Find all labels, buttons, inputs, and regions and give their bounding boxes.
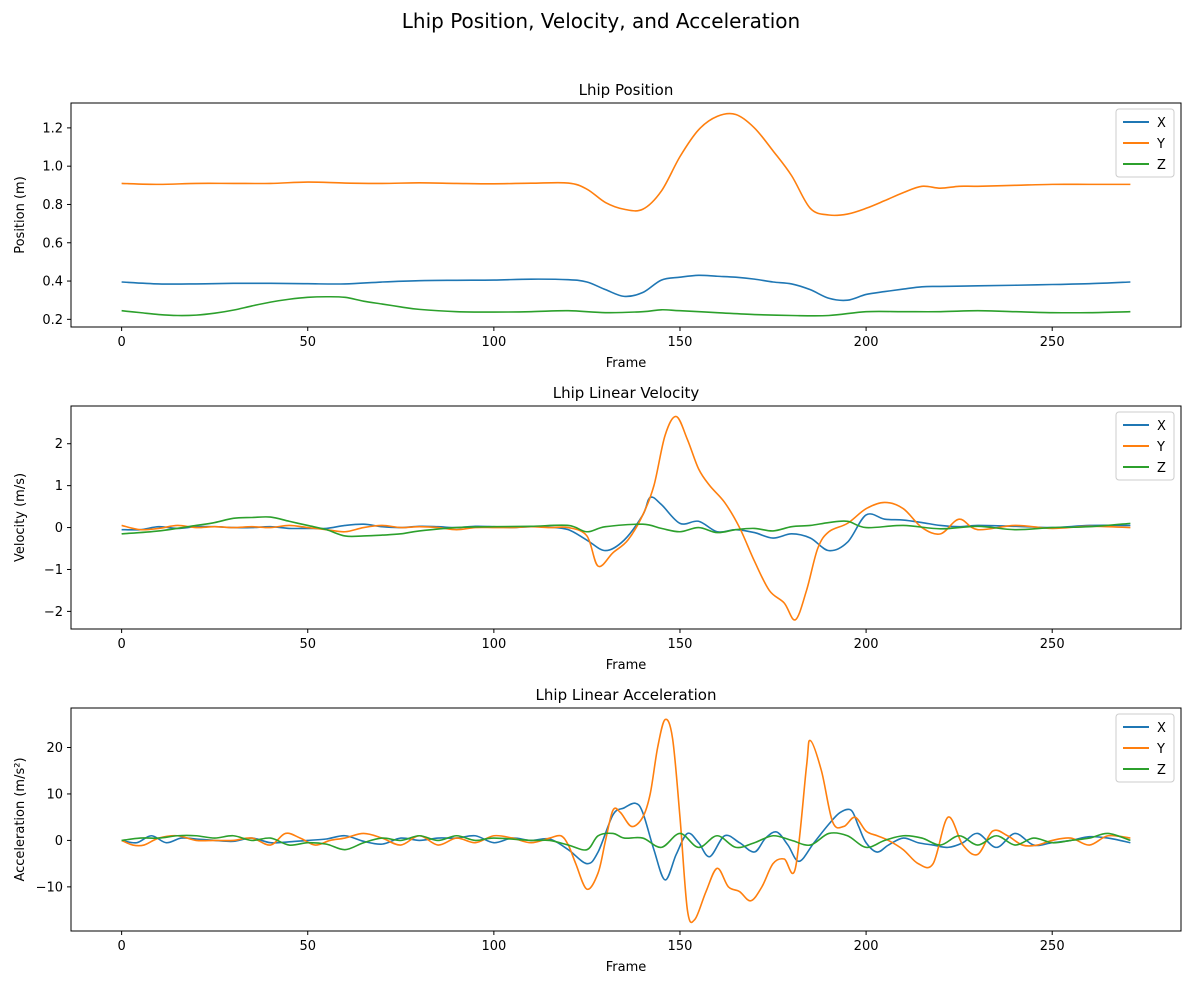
velocity-xtick-label: 150 [668,637,693,652]
position-axes-frame [70,102,1182,328]
acceleration-xlabel: Frame [606,960,647,975]
velocity-ytick-label: −1 [44,563,63,578]
acceleration-xtick-label: 100 [481,939,506,954]
acceleration-legend-label-y: Y [1156,742,1165,757]
acceleration-xtick-label: 250 [1040,939,1065,954]
position-ytick-label: 0.4 [42,275,63,290]
position-series-z-line [121,295,1131,317]
position-series-x-line [121,274,1131,302]
velocity-panel: Lhip Linear Velocity 0 50 100 150 200 250 −2 −1 0… [13,384,1182,673]
acceleration-ylabel: Acceleration (m/s²) [13,757,28,881]
velocity-series-y-line [121,415,1131,621]
position-xtick-label: 200 [854,335,879,350]
acceleration-ytick-label: 10 [46,787,63,802]
position-legend-label-x: X [1157,116,1166,131]
acceleration-series-x-line [121,802,1131,881]
figure-title: Lhip Position, Velocity, and Acceleratio… [402,9,800,33]
acceleration-xtick-label: 200 [854,939,879,954]
velocity-series-x-line [121,496,1131,552]
position-xtick-label: 50 [299,335,316,350]
acceleration-axes-frame [70,707,1182,932]
acceleration-series-y-line [121,718,1131,924]
velocity-series-z-line [121,516,1131,538]
acceleration-legend-label-x: X [1157,721,1166,736]
velocity-xtick-label: 0 [117,637,125,652]
acceleration-ytick-label: −10 [36,880,63,895]
acceleration-ytick-label: 20 [46,741,63,756]
acceleration-series-z-line [121,832,1131,851]
acceleration-xtick-label: 0 [117,939,125,954]
velocity-ylabel: Velocity (m/s) [13,473,28,562]
acceleration-legend-label-z: Z [1157,763,1166,778]
position-xtick-label: 150 [668,335,693,350]
velocity-legend: XYZ [1115,411,1175,481]
velocity-xtick-label: 250 [1040,637,1065,652]
velocity-xtick-label: 200 [854,637,879,652]
position-series-y-line [121,112,1131,217]
acceleration-xtick-label: 150 [668,939,693,954]
position-legend-label-y: Y [1156,137,1165,152]
acceleration-ytick-label: 0 [55,834,63,849]
position-xtick-label: 100 [481,335,506,350]
velocity-xtick-label: 50 [299,637,316,652]
velocity-legend-label-z: Z [1157,461,1166,476]
position-legend-label-z: Z [1157,158,1166,173]
position-ylabel: Position (m) [13,176,28,254]
position-legend: XYZ [1115,108,1175,178]
velocity-axes-frame [70,405,1182,630]
velocity-ytick-label: 1 [55,479,63,494]
position-xtick-label: 250 [1040,335,1065,350]
position-xlabel: Frame [606,356,647,371]
acceleration-legend: XYZ [1115,713,1175,783]
position-ytick-label: 0.8 [42,198,63,213]
velocity-legend-label-x: X [1157,419,1166,434]
position-title: Lhip Position [579,81,674,99]
position-xtick-label: 0 [117,335,125,350]
velocity-title: Lhip Linear Velocity [553,384,700,402]
acceleration-xtick-label: 50 [299,939,316,954]
position-ytick-label: 1.2 [42,121,63,136]
velocity-ytick-label: 0 [55,521,63,536]
position-ytick-label: 0.6 [42,236,63,251]
velocity-xlabel: Frame [606,658,647,673]
position-panel: Lhip Position 0 50 100 150 200 250 0.2 0.4 0.6 0.8… [13,81,1182,371]
velocity-xtick-label: 100 [481,637,506,652]
velocity-legend-label-y: Y [1156,440,1165,455]
velocity-ytick-label: 2 [55,437,63,452]
velocity-ytick-label: −2 [44,605,63,620]
acceleration-title: Lhip Linear Acceleration [536,686,717,704]
position-ytick-label: 1.0 [42,160,63,175]
position-ytick-label: 0.2 [42,313,63,328]
